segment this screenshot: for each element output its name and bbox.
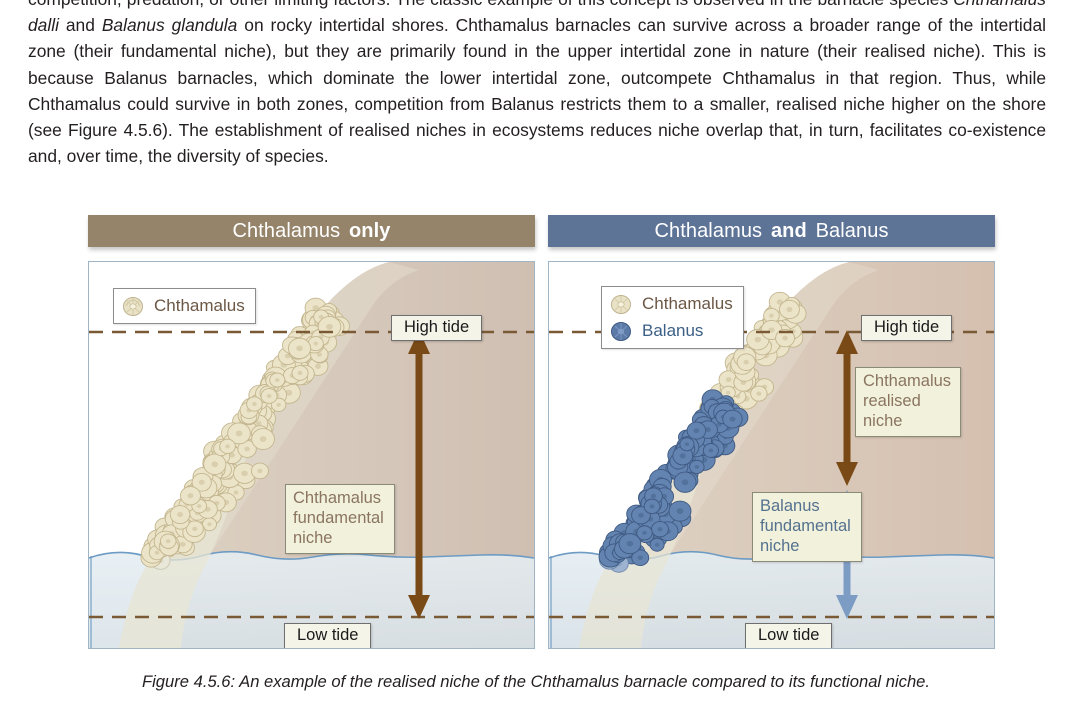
chthamalus-fundamental-niche-callout: Chthamalus fundamental niche [285,484,395,554]
left-high-tide-text: High tide [404,318,470,336]
legend-item-balanus: Balanus [609,319,733,343]
barnacle-cream-icon [611,295,631,314]
callout-line-3: niche [760,537,800,555]
callout-line-2: fundamental [760,517,851,535]
figure-caption: Figure 4.5.6: An example of the realised… [0,672,1072,692]
balanus-barnacle-band [598,389,749,573]
left-panel-title-emphasis: only [348,219,391,242]
callout-line-1: Chthamalus [293,489,382,507]
right-panel-title-bar: Chthalamus and Balanus [548,215,995,247]
right-panel-title-species-2: Balanus [815,219,889,242]
left-panel-title-bar: Chthalamus only [88,215,535,247]
figure-caption-text: Figure 4.5.6: An example of the realised… [141,672,931,691]
sea-water [89,551,534,648]
barnacle-blue-icon [611,322,631,341]
figure-4-5-6: Chthalamus only Chthalamus and Balanus [0,215,1072,655]
right-low-tide-label: Low tide [745,623,833,648]
balanus-fundamental-niche-callout: Balanus fundamental niche [752,492,862,562]
barnacle-cream-icon [123,297,143,316]
legend-label-chthamalus: Chthamalus [154,296,245,315]
right-panel-chthamalus-and-balanus: Chthamalus Balanus High tide Low tide Ch… [548,261,995,649]
right-low-tide-text: Low tide [758,626,820,644]
callout-line-3: niche [863,412,903,430]
chthamalus-barnacle-band [140,297,350,570]
left-low-tide-label: Low tide [284,623,372,648]
right-high-tide-label: High tide [861,315,953,341]
left-panel-chthamalus-only: Chthamalus High tide Low tide Chthamalus… [88,261,535,649]
right-panel-scene [549,262,994,648]
callout-line-1: Chthamalus [863,372,952,390]
left-low-tide-text: Low tide [297,626,359,644]
callout-line-1: Balanus [760,497,820,515]
chthamalus-fundamental-niche-arrow [408,330,430,619]
paragraph-text: competition, predation, or other limitin… [28,0,1046,167]
callout-line-3: niche [293,529,333,547]
body-paragraph: competition, predation, or other limitin… [28,0,1046,169]
chthamalus-realised-niche-callout: Chthamalus realised niche [855,367,961,437]
right-panel-title-species-1: Chthalamus [654,219,763,242]
right-panel-legend: Chthamalus Balanus [601,286,744,349]
left-high-tide-label: High tide [391,315,483,341]
callout-line-2: realised [863,392,921,410]
legend-item-chthamalus: Chthamalus [609,292,733,316]
left-panel-legend: Chthamalus [113,288,256,324]
left-panel-title-species: Chthalamus [232,219,341,242]
right-high-tide-text: High tide [874,318,940,336]
legend-label-chthamalus: Chthamalus [642,294,733,313]
chthamalus-realised-niche-arrow [836,330,858,486]
sea-water [549,551,994,648]
right-panel-title-emphasis: and [770,219,807,242]
legend-item-chthamalus: Chthamalus [121,294,245,318]
callout-line-2: fundamental [293,509,384,527]
legend-label-balanus: Balanus [642,321,704,340]
